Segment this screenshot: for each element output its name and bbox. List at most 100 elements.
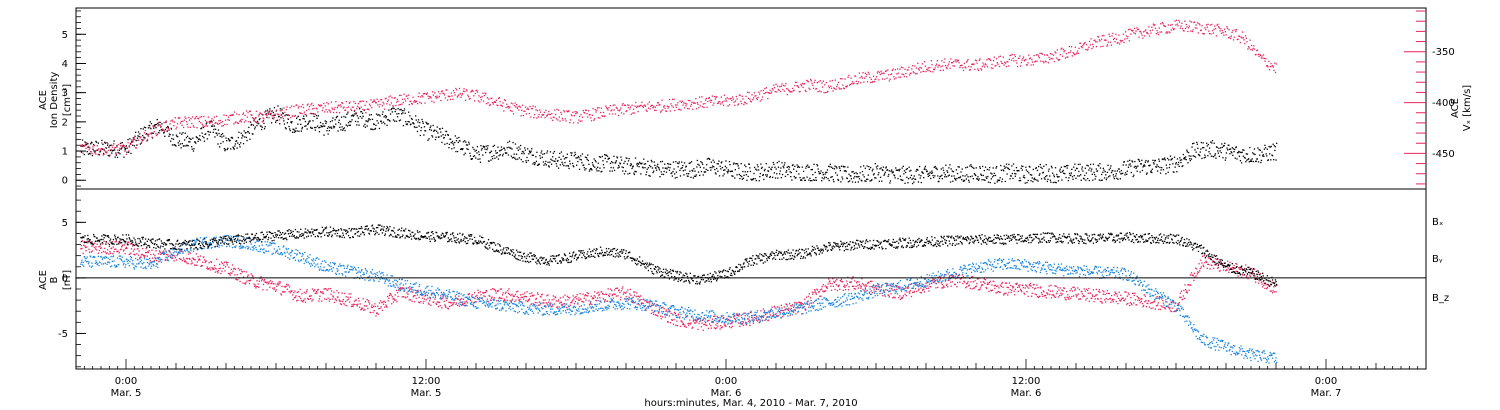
vx-speed-point bbox=[212, 119, 215, 121]
bz-point bbox=[385, 304, 387, 306]
vx-speed-point bbox=[1148, 35, 1151, 37]
vx-speed-point bbox=[1055, 57, 1058, 59]
bz-point bbox=[567, 299, 569, 301]
ion-density-point bbox=[844, 170, 847, 172]
vx-speed-point bbox=[674, 109, 676, 112]
ion-density-point bbox=[912, 182, 914, 185]
vx-speed-point bbox=[1238, 35, 1240, 37]
vx-speed-point bbox=[895, 77, 897, 79]
vx-speed-point bbox=[647, 103, 649, 105]
ion-density-point bbox=[668, 163, 670, 165]
vx-speed-point bbox=[639, 104, 641, 107]
ion-density-point bbox=[527, 159, 529, 162]
vx-speed-point bbox=[121, 145, 123, 147]
vx-speed-point bbox=[232, 114, 234, 116]
bz-point bbox=[129, 243, 132, 245]
vx-speed-point bbox=[1005, 65, 1007, 68]
bz-point bbox=[414, 295, 416, 297]
vx-speed-point bbox=[913, 72, 915, 74]
vx-speed-point bbox=[838, 87, 840, 89]
bz-point bbox=[291, 294, 294, 296]
bz-point bbox=[174, 257, 176, 259]
ion-density-point bbox=[427, 123, 430, 125]
vx-speed-point bbox=[1045, 61, 1047, 63]
ion-density-point bbox=[1242, 149, 1244, 151]
ion-density-point bbox=[771, 166, 773, 168]
bz-point bbox=[92, 244, 94, 246]
ion-density-point bbox=[1064, 173, 1066, 175]
bz-point bbox=[355, 299, 357, 301]
ion-density-point bbox=[865, 180, 867, 182]
vx-speed-point bbox=[713, 95, 716, 98]
bz-point bbox=[583, 301, 585, 303]
bz-point bbox=[218, 268, 220, 270]
vx-speed-point bbox=[356, 105, 359, 107]
ion-density-point bbox=[929, 171, 931, 173]
ion-density-point bbox=[1179, 159, 1181, 161]
ion-density-point bbox=[1109, 175, 1111, 177]
vx-speed-point bbox=[446, 99, 449, 101]
vx-speed-point bbox=[970, 66, 972, 68]
vx-speed-point bbox=[410, 102, 413, 105]
vx-speed-point bbox=[1184, 27, 1187, 30]
ion-density-point bbox=[673, 168, 675, 170]
bz-point bbox=[423, 300, 425, 302]
ion-density-point bbox=[867, 178, 869, 180]
bz-point bbox=[205, 260, 207, 262]
ion-density-point bbox=[642, 167, 644, 169]
ion-density-point bbox=[483, 146, 485, 148]
ion-density-point bbox=[1156, 164, 1158, 166]
ion-density-point bbox=[728, 170, 730, 172]
vx-speed-point bbox=[665, 110, 668, 112]
vx-speed-point bbox=[98, 151, 101, 153]
ion-density-point bbox=[332, 117, 334, 119]
ion-density-point bbox=[903, 170, 906, 172]
vx-speed-point bbox=[1018, 57, 1020, 59]
vx-speed-point bbox=[813, 81, 815, 83]
vx-speed-point bbox=[925, 70, 927, 73]
bz-point bbox=[558, 306, 560, 308]
bz-point bbox=[263, 279, 266, 281]
vx-speed-point bbox=[739, 94, 741, 96]
vx-speed-point bbox=[374, 102, 377, 104]
bz-point bbox=[198, 258, 200, 260]
ion-density-point bbox=[170, 140, 172, 142]
ion-density-point bbox=[1143, 164, 1145, 166]
ion-density-point bbox=[814, 171, 816, 174]
ion-density-point bbox=[1049, 175, 1051, 177]
vx-speed-point bbox=[218, 120, 220, 122]
vx-speed-point bbox=[300, 106, 302, 108]
bz-point bbox=[317, 288, 319, 291]
ion-density-point bbox=[350, 115, 353, 117]
ion-density-point bbox=[1162, 169, 1165, 171]
bz-point bbox=[619, 291, 621, 294]
bz-point bbox=[97, 252, 99, 254]
ion-density-point bbox=[955, 169, 957, 171]
ion-density-point bbox=[1099, 163, 1101, 165]
bz-point bbox=[182, 257, 185, 259]
ion-density-point bbox=[837, 179, 840, 181]
ion-density-point bbox=[551, 159, 553, 162]
ion-density-point bbox=[410, 123, 412, 125]
vx-speed-point bbox=[1114, 41, 1116, 43]
vx-speed-point bbox=[538, 113, 540, 116]
top-panel-right-axis: -350-400-450 bbox=[1404, 10, 1455, 185]
ion-density-point bbox=[976, 178, 978, 180]
bz-point bbox=[450, 305, 452, 307]
ion-density-point bbox=[1249, 160, 1251, 162]
ion-density-point bbox=[654, 164, 656, 166]
ion-density-point bbox=[223, 148, 225, 150]
ion-density-point bbox=[488, 160, 490, 162]
ion-density-point bbox=[1088, 179, 1090, 182]
ion-density-point bbox=[1165, 173, 1167, 175]
ion-density-point bbox=[938, 177, 941, 180]
bz-point bbox=[540, 296, 542, 298]
vx-speed-point bbox=[518, 105, 521, 107]
ion-density-point bbox=[871, 170, 873, 172]
bz-point bbox=[593, 295, 595, 297]
vx-speed-point bbox=[1226, 27, 1229, 30]
ion-density-point bbox=[815, 179, 817, 181]
vx-speed-point bbox=[1096, 41, 1098, 43]
bz-point bbox=[417, 301, 420, 303]
ion-density-point bbox=[895, 167, 897, 169]
